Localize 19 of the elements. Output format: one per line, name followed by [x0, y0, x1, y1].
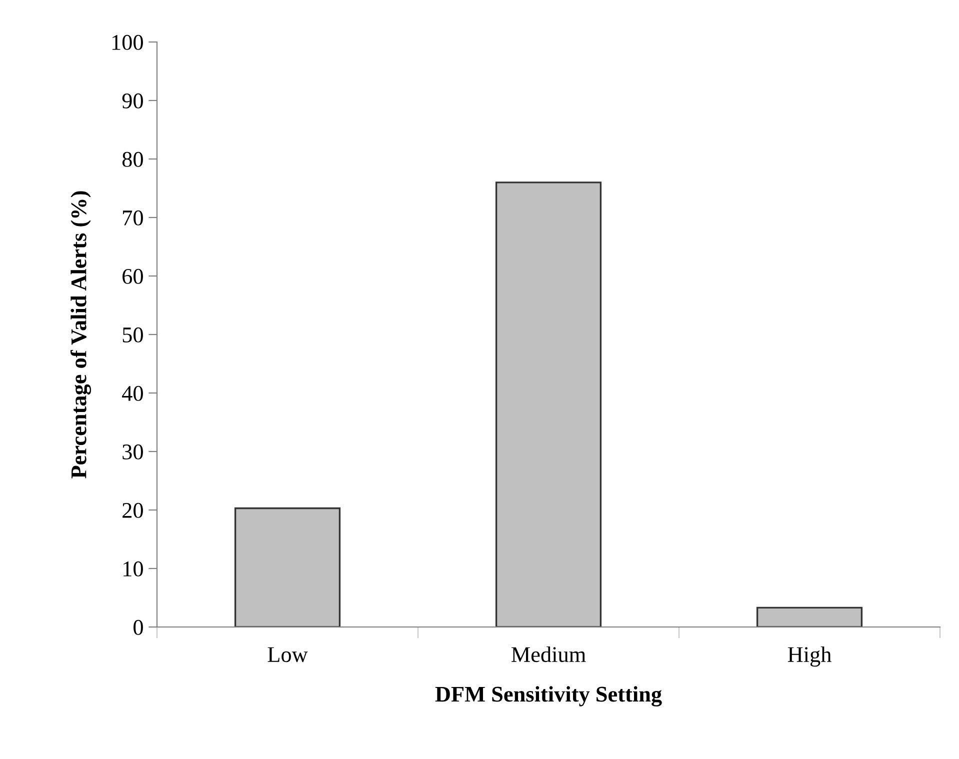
y-tick-label: 0	[134, 620, 143, 635]
y-tick-label: 60	[122, 268, 143, 284]
y-tick-label: 70	[123, 210, 143, 226]
y-tick-label: 90	[122, 93, 143, 108]
y-tick-label: 30	[122, 444, 143, 460]
y-tick-label: 80	[122, 152, 143, 167]
bar	[495, 182, 602, 627]
x-tick-label: High	[788, 646, 832, 667]
bar	[756, 606, 863, 627]
y-tick-label: 40	[122, 386, 143, 401]
x-axis-title: DFM Sensitivity Setting	[435, 686, 662, 706]
y-axis-title: Percentage of Valid Alerts (%)	[70, 191, 92, 478]
y-tick-label: 10	[124, 561, 143, 576]
y-tick-label: 100	[112, 34, 143, 50]
y-tick-label: 50	[122, 327, 143, 342]
bar	[234, 507, 341, 627]
x-tick-label: Low	[268, 647, 308, 662]
x-tick-label: Medium	[511, 646, 586, 662]
y-tick-label: 20	[122, 502, 143, 518]
